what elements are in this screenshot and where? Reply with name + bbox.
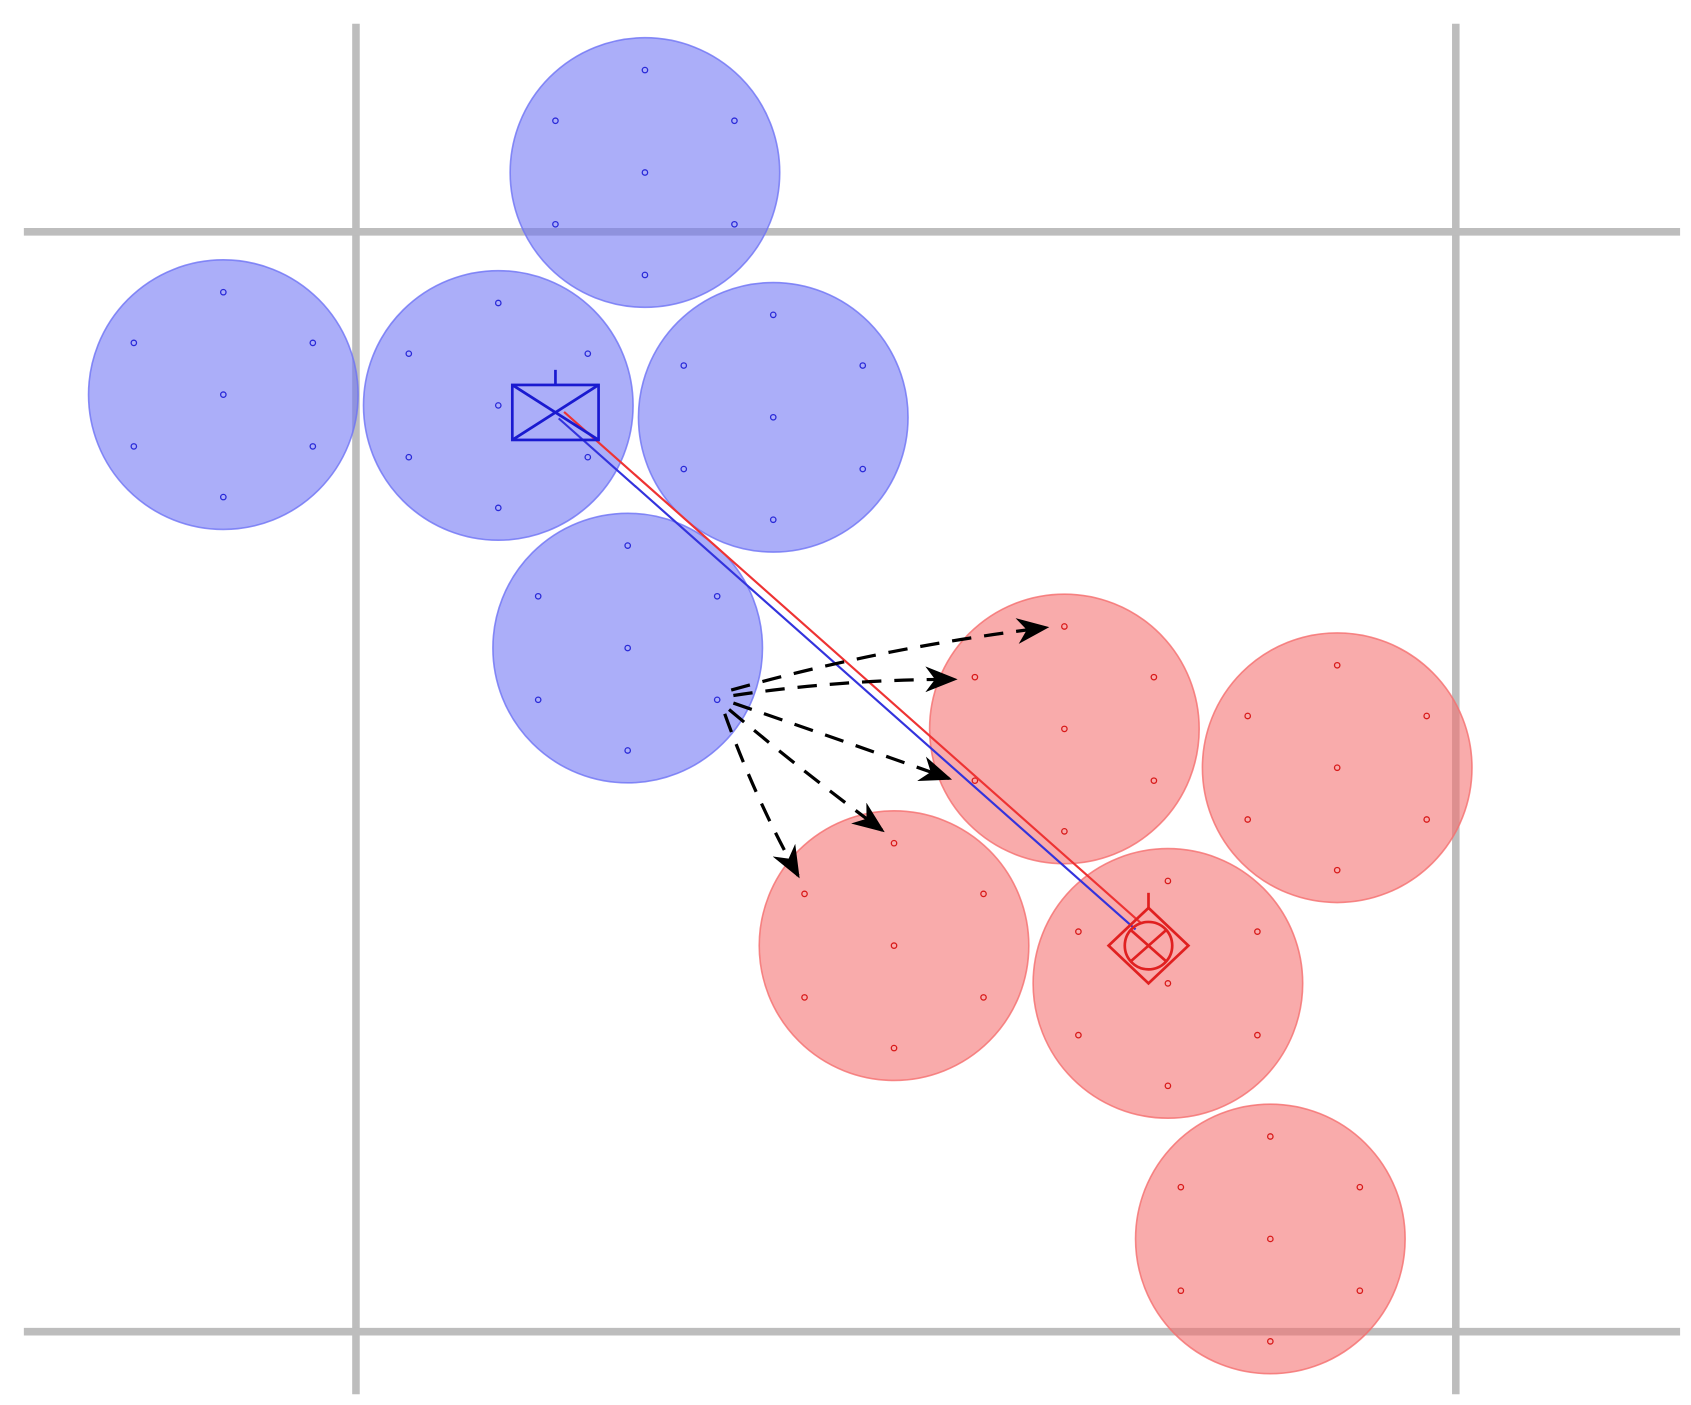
zone-point [405, 453, 413, 461]
unit-cross [511, 383, 600, 442]
zone-point [769, 311, 777, 319]
zone-point [405, 350, 413, 358]
zone-point [1244, 816, 1252, 823]
zone-point [713, 592, 721, 600]
zone-point [890, 942, 898, 949]
zone-point [309, 443, 317, 450]
zone-point [1061, 623, 1068, 630]
unit-cross [1129, 928, 1168, 963]
zone-point [552, 117, 559, 125]
zone-point [1333, 764, 1341, 772]
zone-point [769, 516, 777, 524]
zone-point [680, 362, 688, 369]
zone-point [1164, 1082, 1172, 1090]
zone-point [552, 220, 559, 228]
zone-point [1075, 1031, 1082, 1039]
zone-point [641, 271, 649, 279]
arrow [733, 666, 958, 698]
zone-point [534, 696, 542, 704]
zone-point [309, 339, 317, 347]
zone-point [890, 1044, 898, 1052]
zone-circle [1032, 847, 1304, 1119]
zone-point [1150, 673, 1158, 681]
zone-point [584, 453, 592, 461]
link-line [557, 417, 1137, 931]
zone-point [641, 66, 649, 74]
zone-point [1061, 725, 1068, 733]
zone-circle [509, 36, 781, 309]
zone-point [890, 839, 898, 847]
zone-point [980, 890, 987, 898]
zone-point [494, 402, 502, 409]
zone-point [1267, 1235, 1274, 1243]
zone-point [584, 350, 592, 358]
blue-unit-symbol [510, 369, 600, 442]
zone-point [1164, 877, 1172, 885]
zone-point [534, 592, 542, 600]
zone-point [130, 443, 138, 450]
zone-point [1356, 1183, 1364, 1191]
zone-circle [492, 512, 764, 784]
zone-point [1267, 1338, 1274, 1345]
zone-point [1423, 712, 1431, 720]
zone-point [859, 362, 867, 369]
zone-point [219, 288, 227, 296]
zone-circle [87, 259, 359, 531]
zone-point [219, 391, 227, 398]
zone-point [1150, 777, 1158, 785]
zone-point [1164, 980, 1172, 987]
zone-point [624, 542, 632, 549]
zone-circle [362, 269, 634, 542]
zone-point [1075, 928, 1082, 935]
zone-point [971, 673, 979, 681]
zone-point [801, 890, 808, 898]
zone-point [769, 413, 777, 421]
zone-point [1244, 712, 1252, 720]
zone-point [494, 299, 502, 307]
zone-circle [1201, 632, 1473, 904]
zone-point [731, 220, 738, 228]
zone-point [1333, 661, 1341, 669]
arrow [728, 708, 885, 833]
zone-point [1061, 828, 1068, 835]
zone-point [680, 465, 688, 473]
zone-point [624, 644, 632, 652]
link-line [563, 411, 1142, 924]
zone-circle [637, 281, 909, 553]
zones [87, 36, 1473, 1375]
arrow [730, 618, 1050, 692]
zone-point [219, 493, 227, 501]
zone-point [801, 994, 808, 1001]
zone-circle [1134, 1103, 1406, 1375]
zone-point [731, 117, 738, 125]
zone-point [1254, 928, 1261, 935]
grid [23, 23, 1681, 1395]
zone-point [624, 747, 632, 754]
red-unit-symbol [1106, 892, 1191, 986]
zone-point [1356, 1287, 1364, 1295]
unit-ring [1123, 920, 1174, 971]
unit-frame [1106, 906, 1191, 986]
arrow [732, 701, 953, 781]
link-lines [557, 411, 1142, 931]
zone-point [641, 169, 649, 176]
zone-point [980, 994, 987, 1001]
zone-point [713, 696, 721, 704]
zone-point [1254, 1031, 1261, 1039]
zone-point [1177, 1183, 1185, 1191]
zone-point [971, 777, 979, 785]
zone-point [494, 504, 502, 512]
zone-point [1177, 1287, 1185, 1295]
zone-point [130, 339, 138, 347]
zone-point [1423, 816, 1431, 823]
zone-point [859, 465, 867, 473]
zone-circle [928, 593, 1200, 865]
zone-point [1333, 866, 1341, 874]
zone-point [1267, 1133, 1274, 1140]
zone-circle [758, 810, 1030, 1082]
dashed-arrows [723, 618, 1050, 879]
